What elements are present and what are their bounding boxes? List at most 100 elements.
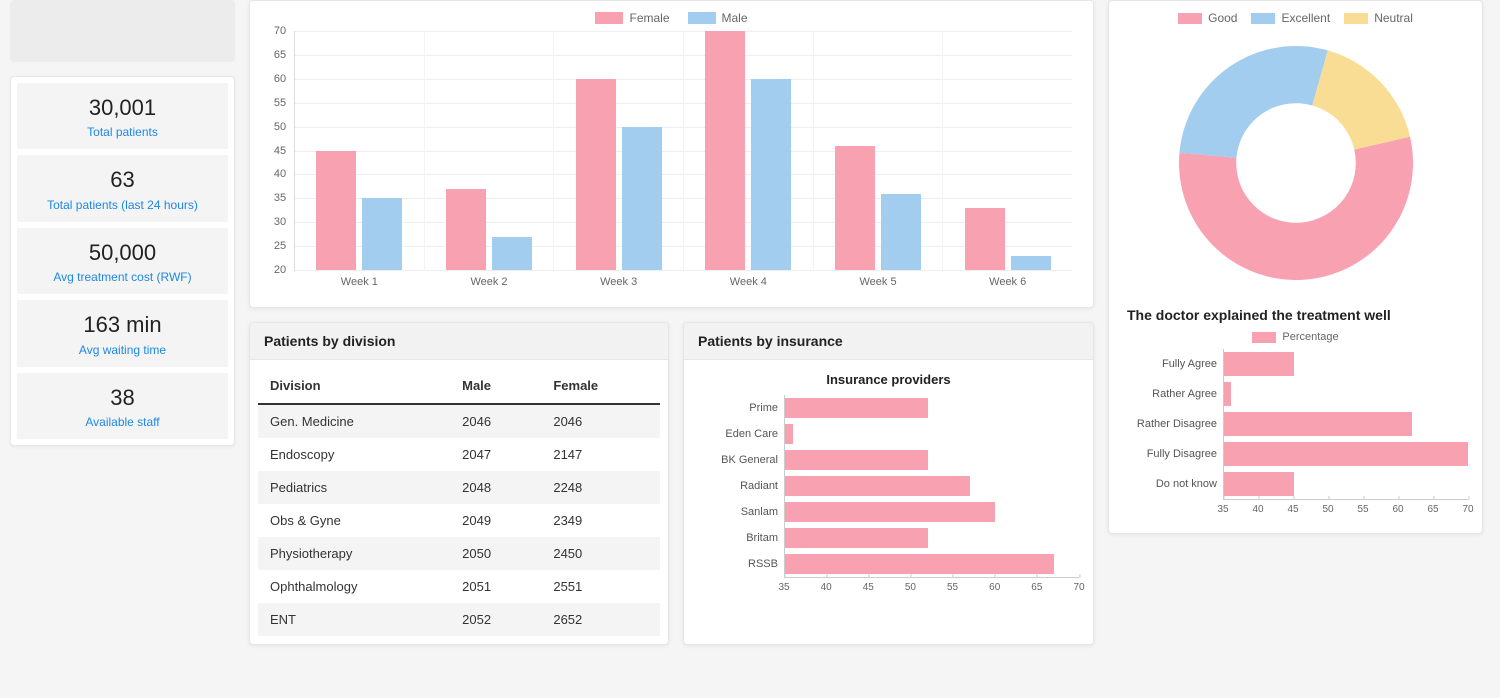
x-tick-label: 50 (905, 578, 916, 593)
bar-female (446, 189, 486, 270)
hbar-row: RSSB (698, 551, 1079, 577)
y-tick-label: 55 (269, 97, 291, 109)
hbar (785, 554, 1054, 574)
stat-item: 50,000 Avg treatment cost (RWF) (17, 228, 228, 294)
hbar-label: Fully Agree (1123, 358, 1223, 370)
x-tick-label: 35 (778, 578, 789, 593)
patients-by-division-card: Patients by division DivisionMaleFemale … (249, 322, 669, 645)
table-cell: ENT (258, 603, 450, 636)
legend-item: Excellent (1251, 11, 1330, 25)
hbar-track (1223, 349, 1468, 379)
y-tick-label: 45 (269, 145, 291, 157)
x-tick-label: 45 (863, 578, 874, 593)
patients-by-insurance-card: Patients by insurance Insurance provider… (683, 322, 1094, 645)
table-row: Endoscopy20472147 (258, 438, 660, 471)
right-column: GoodExcellentNeutral The doctor explaine… (1108, 0, 1483, 645)
hbar-label: BK General (698, 454, 784, 466)
donut-slice (1179, 46, 1327, 158)
legend-item: Female (595, 11, 669, 25)
stat-item: 63Total patients (last 24 hours) (17, 155, 228, 221)
table-cell: 2047 (450, 438, 541, 471)
hbar-row: Sanlam (698, 499, 1079, 525)
percentage-swatch (1252, 332, 1276, 343)
hbar-row: Rather Agree (1123, 379, 1468, 409)
hbar-label: Rather Agree (1123, 388, 1223, 400)
hbar (785, 476, 970, 496)
hbar (1224, 472, 1294, 496)
weekly-chart-legend: Female Male (264, 11, 1079, 25)
left-column: 30,001Total patients63Total patients (la… (10, 0, 235, 645)
insurance-hbar-chart: PrimeEden CareBK GeneralRadiantSanlamBri… (698, 395, 1079, 597)
table-header: Male (450, 368, 541, 404)
table-cell: Endoscopy (258, 438, 450, 471)
stat-item: 30,001Total patients (17, 83, 228, 149)
hbar-row: Fully Disagree (1123, 439, 1468, 469)
y-tick-label: 70 (269, 25, 291, 37)
stat-value: 50,000 (23, 240, 222, 266)
bar-male (622, 127, 662, 270)
donut-slice (1179, 137, 1413, 280)
stat-item: 38Available staff (17, 373, 228, 439)
bar-group: Week 5 (814, 31, 944, 270)
table-cell: Gen. Medicine (258, 404, 450, 438)
legend-swatch (1344, 13, 1368, 24)
stat-label: Avg treatment cost (RWF) (23, 270, 222, 284)
hbar (785, 450, 928, 470)
middle-bottom-row: Patients by division DivisionMaleFemale … (249, 322, 1094, 645)
table-cell: 2652 (541, 603, 660, 636)
table-row: Ophthalmology20512551 (258, 570, 660, 603)
stat-label: Total patients (23, 125, 222, 139)
hbar (785, 502, 995, 522)
stat-label: Avg waiting time (23, 343, 222, 357)
legend-label: Female (629, 11, 669, 25)
hbar-row: Rather Disagree (1123, 409, 1468, 439)
table-cell: 2551 (541, 570, 660, 603)
donut-slice (1312, 50, 1410, 149)
table-cell: 2048 (450, 471, 541, 504)
legend-label: Excellent (1281, 11, 1330, 25)
table-row: ENT20522652 (258, 603, 660, 636)
hbar-track (1223, 409, 1468, 439)
y-tick-label: 35 (269, 192, 291, 204)
y-tick-label: 20 (269, 264, 291, 276)
summary-stats-card: 30,001Total patients63Total patients (la… (10, 76, 235, 446)
stat-label: Available staff (23, 415, 222, 429)
hbar-track (784, 551, 1079, 577)
insurance-card-title: Patients by insurance (684, 323, 1093, 360)
donut-legend: GoodExcellentNeutral (1178, 11, 1413, 25)
x-tick-label: Week 2 (425, 270, 554, 288)
table-cell: 2349 (541, 504, 660, 537)
bar-male (492, 237, 532, 270)
bar-group: Week 1 (295, 31, 425, 270)
treatment-chart-title: The doctor explained the treatment well (1123, 293, 1468, 331)
table-header: Division (258, 368, 450, 404)
x-tick-label: Week 1 (295, 270, 424, 288)
table-row: Gen. Medicine20462046 (258, 404, 660, 438)
division-card-title: Patients by division (250, 323, 668, 360)
x-tick-label: 60 (989, 578, 1000, 593)
hbar-label: Britam (698, 532, 784, 544)
hbar-track (784, 525, 1079, 551)
table-header: Female (541, 368, 660, 404)
division-table: DivisionMaleFemale Gen. Medicine20462046… (258, 368, 660, 636)
x-tick-label: 45 (1287, 500, 1298, 515)
x-tick-label: 35 (1217, 500, 1228, 515)
legend-swatch (688, 12, 716, 24)
legend-label: Good (1208, 11, 1237, 25)
x-tick-label: 65 (1031, 578, 1042, 593)
x-tick-label: Week 6 (943, 270, 1072, 288)
hbar-track (784, 499, 1079, 525)
hbar (785, 398, 928, 418)
bar-female (835, 146, 875, 270)
hbar (1224, 382, 1231, 406)
x-tick-label: 55 (1357, 500, 1368, 515)
y-tick-label: 60 (269, 73, 291, 85)
hbar (785, 424, 793, 444)
insurance-chart-title: Insurance providers (698, 372, 1079, 387)
hbar-label: Fully Disagree (1123, 448, 1223, 460)
table-row: Obs & Gyne20492349 (258, 504, 660, 537)
bar-male (1011, 256, 1051, 270)
bar-group: Week 6 (943, 31, 1072, 270)
legend-item: Male (688, 11, 748, 25)
hbar (1224, 442, 1468, 466)
